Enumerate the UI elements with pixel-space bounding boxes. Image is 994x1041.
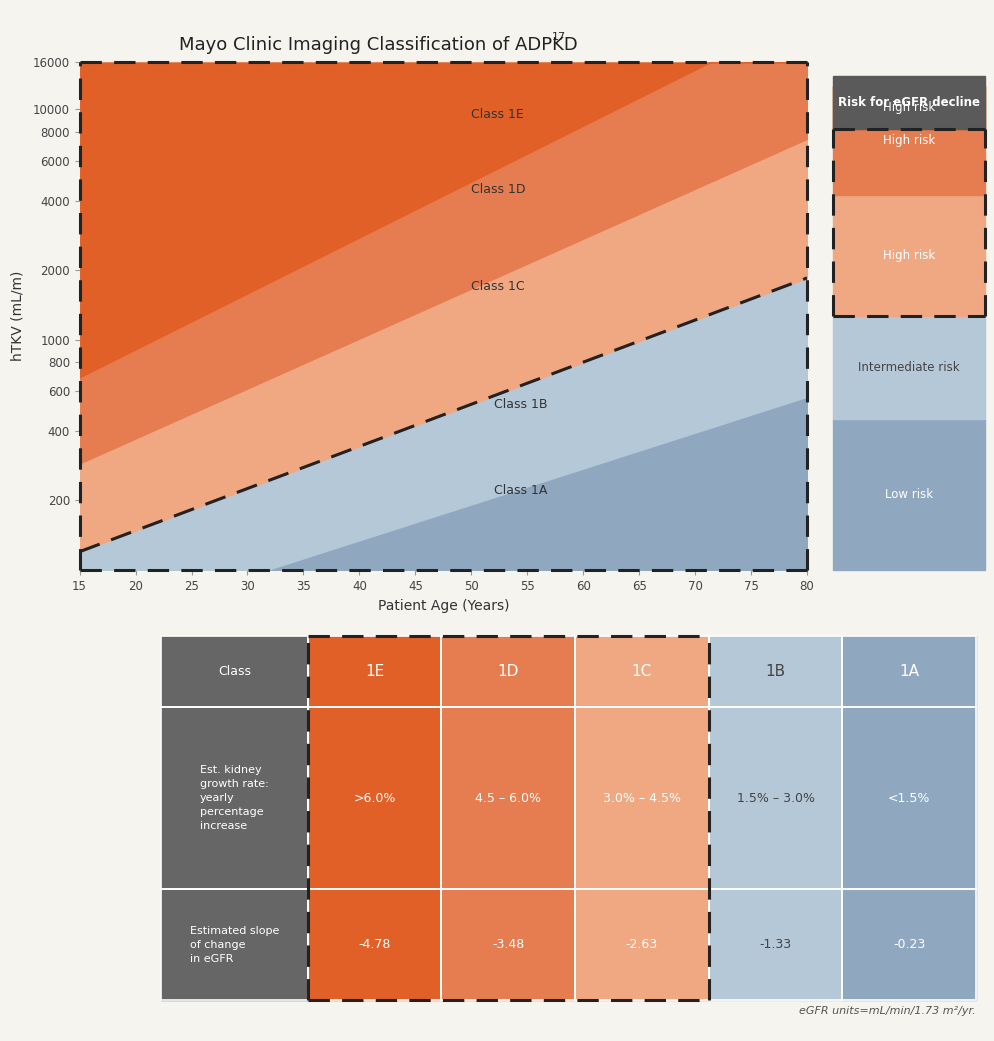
Text: 1B: 1B bbox=[764, 664, 785, 679]
Bar bbox=[842, 636, 975, 707]
Text: High risk: High risk bbox=[883, 134, 934, 147]
Bar bbox=[575, 889, 708, 1000]
Text: Class: Class bbox=[218, 665, 250, 678]
Y-axis label: hTKV (mL/m): hTKV (mL/m) bbox=[10, 271, 25, 361]
Bar bbox=[708, 636, 842, 707]
Text: Intermediate risk: Intermediate risk bbox=[858, 361, 959, 374]
Text: <1.5%: <1.5% bbox=[887, 792, 929, 805]
Bar bbox=[575, 707, 708, 889]
Text: Class 1D: Class 1D bbox=[471, 183, 525, 196]
Text: -4.78: -4.78 bbox=[358, 938, 391, 951]
Bar bbox=[708, 889, 842, 1000]
Bar bbox=[441, 889, 575, 1000]
Text: -0.23: -0.23 bbox=[893, 938, 924, 951]
Bar bbox=[307, 889, 441, 1000]
Text: Class 1C: Class 1C bbox=[471, 280, 525, 294]
Text: Low risk: Low risk bbox=[885, 488, 932, 501]
Bar bbox=[575, 636, 708, 707]
Bar bbox=[441, 707, 575, 889]
Text: Mayo Clinic Imaging Classification of ADPKD: Mayo Clinic Imaging Classification of AD… bbox=[179, 36, 577, 54]
Bar bbox=[842, 889, 975, 1000]
Bar bbox=[441, 636, 575, 707]
Bar bbox=[161, 889, 307, 1000]
Text: 1E: 1E bbox=[365, 664, 384, 679]
Bar bbox=[441, 707, 575, 889]
Text: 17: 17 bbox=[552, 32, 566, 43]
Bar bbox=[833, 86, 984, 195]
Text: >6.0%: >6.0% bbox=[353, 792, 396, 805]
Bar bbox=[307, 889, 441, 1000]
X-axis label: Patient Age (Years): Patient Age (Years) bbox=[378, 600, 509, 613]
Bar bbox=[708, 707, 842, 889]
Bar bbox=[833, 420, 984, 569]
Bar bbox=[161, 707, 307, 889]
Bar bbox=[708, 889, 842, 1000]
Bar bbox=[575, 707, 708, 889]
Text: Class 1A: Class 1A bbox=[493, 484, 547, 498]
Text: Est. kidney
growth rate:
yearly
percentage
increase: Est. kidney growth rate: yearly percenta… bbox=[200, 765, 268, 832]
Text: eGFR units=mL/min/1.73 m²/yr.: eGFR units=mL/min/1.73 m²/yr. bbox=[798, 1007, 975, 1016]
Bar bbox=[307, 707, 441, 889]
Text: 1D: 1D bbox=[497, 664, 519, 679]
Text: -3.48: -3.48 bbox=[492, 938, 524, 951]
Text: 3.0% – 4.5%: 3.0% – 4.5% bbox=[602, 792, 680, 805]
Bar bbox=[307, 636, 441, 707]
Bar bbox=[161, 889, 307, 1000]
Bar bbox=[842, 636, 975, 707]
Text: Class 1E: Class 1E bbox=[471, 108, 524, 121]
Bar bbox=[575, 636, 708, 707]
Text: 1A: 1A bbox=[899, 664, 918, 679]
Bar bbox=[833, 316, 984, 420]
Text: High risk: High risk bbox=[883, 249, 934, 262]
Bar bbox=[708, 707, 842, 889]
Text: -1.33: -1.33 bbox=[758, 938, 791, 951]
Bar bbox=[833, 76, 984, 129]
Bar bbox=[708, 636, 842, 707]
Bar bbox=[161, 636, 307, 707]
Bar bbox=[441, 889, 575, 1000]
Bar bbox=[441, 636, 575, 707]
Bar bbox=[307, 707, 441, 889]
Text: High risk: High risk bbox=[883, 101, 934, 113]
Text: Class 1B: Class 1B bbox=[493, 399, 547, 411]
Text: 1.5% – 3.0%: 1.5% – 3.0% bbox=[736, 792, 814, 805]
Bar bbox=[833, 86, 984, 129]
Bar bbox=[842, 707, 975, 889]
Text: -2.63: -2.63 bbox=[625, 938, 657, 951]
Bar bbox=[307, 636, 441, 707]
Bar bbox=[842, 889, 975, 1000]
Bar bbox=[161, 636, 307, 707]
Text: 1C: 1C bbox=[631, 664, 651, 679]
Text: 4.5 – 6.0%: 4.5 – 6.0% bbox=[475, 792, 541, 805]
Text: Estimated slope
of change
in eGFR: Estimated slope of change in eGFR bbox=[190, 925, 279, 964]
Bar bbox=[161, 707, 307, 889]
Bar bbox=[575, 889, 708, 1000]
Bar bbox=[842, 707, 975, 889]
Text: Risk for eGFR decline: Risk for eGFR decline bbox=[837, 96, 979, 108]
Bar bbox=[833, 195, 984, 316]
